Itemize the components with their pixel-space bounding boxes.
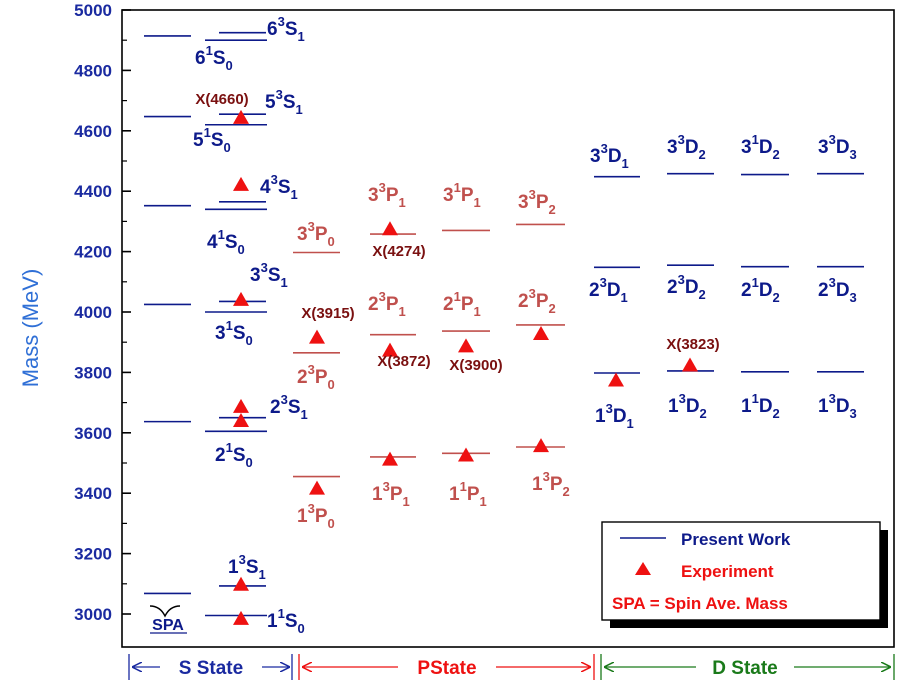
spa-label: SPA	[152, 617, 184, 634]
y-tick-label: 3800	[74, 363, 112, 382]
level-label: 61S0	[195, 43, 233, 73]
level-label: 13D3	[818, 391, 857, 421]
experiment-point	[382, 451, 398, 466]
level-label: 33D3	[818, 132, 857, 162]
legend-triangle	[635, 562, 651, 575]
level-label: 33P2	[518, 187, 556, 217]
level-label: 33S1	[250, 260, 288, 290]
level-label: 23D2	[667, 272, 706, 302]
y-tick-label: 3400	[74, 484, 112, 503]
spa-brace: SPA	[149, 605, 187, 634]
band-s-label: S State	[179, 658, 243, 679]
level-label: 31D2	[741, 132, 780, 162]
level-label: 13P2	[532, 469, 570, 499]
level-label: 33P1	[368, 180, 406, 210]
legend-experiment-label: Experiment	[681, 562, 774, 581]
level-label: 31S0	[215, 318, 253, 348]
spa-levels	[144, 35, 191, 595]
y-tick-label: 4200	[74, 243, 112, 262]
experiment-label: X(4660)	[195, 91, 248, 108]
level-label: 33D2	[667, 132, 706, 162]
y-tick-label: 3600	[74, 424, 112, 443]
level-lines	[205, 31, 864, 617]
y-tick-label: 3000	[74, 605, 112, 624]
experiment-point	[382, 342, 398, 357]
experiment-point	[533, 326, 549, 341]
legend: Present Work Experiment SPA = Spin Ave. …	[601, 521, 888, 628]
experiment-point	[682, 357, 698, 372]
level-label: 11D2	[741, 391, 780, 421]
experiment-point	[233, 291, 249, 306]
y-tick-label: 3200	[74, 545, 112, 564]
level-label: 51S0	[193, 125, 231, 155]
level-label: 21D2	[741, 275, 780, 305]
experiment-point	[233, 576, 249, 591]
level-label: 23P2	[518, 286, 556, 316]
level-label: 23S1	[270, 392, 308, 422]
level-label: 23D3	[818, 275, 857, 305]
level-label: 33D1	[590, 141, 629, 171]
level-label: 63S1	[267, 14, 305, 44]
experiment-point	[309, 480, 325, 495]
legend-spa-label: SPA = Spin Ave. Mass	[612, 594, 788, 613]
experiment-point	[233, 176, 249, 191]
experiment-point	[233, 413, 249, 428]
level-label: 13P0	[297, 501, 335, 531]
experiment-point	[309, 329, 325, 344]
experiment-point	[458, 447, 474, 462]
legend-present-label: Present Work	[681, 530, 791, 549]
level-label: 23P0	[297, 362, 335, 392]
band-p-label: PState	[417, 658, 476, 679]
level-label: 11S0	[267, 606, 305, 636]
state-bands: S State PState D State	[128, 654, 895, 680]
level-label: 33P0	[297, 219, 335, 249]
level-label: 21S0	[215, 440, 253, 470]
level-label: 31P1	[443, 180, 481, 210]
y-tick-label: 4800	[74, 61, 112, 80]
level-label: 21P1	[443, 289, 481, 319]
spa-brace-path	[149, 605, 181, 618]
level-label: 23P1	[368, 289, 406, 319]
experiment-labels: X(4660) X(3915) X(3872) X(4274) X(3900) X(382…	[195, 91, 719, 374]
y-tick-label: 5000	[74, 1, 112, 20]
experiment-label: X(3915)	[301, 305, 354, 322]
level-label: 11P1	[449, 479, 487, 509]
experiment-point	[233, 398, 249, 413]
y-tick-label: 4000	[74, 303, 112, 322]
band-d-label: D State	[712, 658, 777, 679]
level-label: 53S1	[265, 87, 303, 117]
level-label: 13P1	[372, 479, 410, 509]
experiment-label: X(3872)	[377, 353, 430, 370]
level-label: 13D1	[595, 401, 634, 431]
experiment-points	[233, 109, 698, 625]
experiment-point	[458, 338, 474, 353]
experiment-point	[533, 438, 549, 453]
y-axis-title: Mass (MeV)	[18, 269, 43, 388]
plot-frame	[121, 9, 895, 648]
level-label: 13S1	[228, 552, 266, 582]
experiment-point	[382, 221, 398, 236]
experiment-point	[233, 109, 249, 124]
experiment-point	[233, 610, 249, 625]
y-axis: 3000 3200 3400 3600 3800 4000 4200 4400 4600 4800…	[74, 1, 131, 624]
y-tick-label: 4600	[74, 122, 112, 141]
level-label: 13D2	[668, 391, 707, 421]
level-label: 41S0	[207, 227, 245, 257]
experiment-point	[608, 372, 624, 387]
experiment-label: X(3900)	[449, 357, 502, 374]
experiment-label: X(4274)	[372, 243, 425, 260]
experiment-label: X(3823)	[666, 336, 719, 353]
level-label: 43S1	[260, 172, 298, 202]
y-tick-label: 4400	[74, 182, 112, 201]
level-label: 23D1	[589, 275, 628, 305]
